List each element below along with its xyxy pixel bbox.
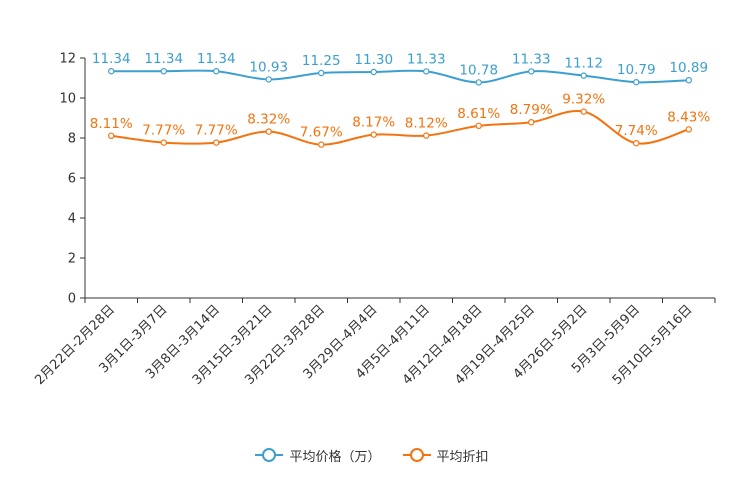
legend-item-discount[interactable]: 平均折扣 [402, 446, 489, 465]
data-point [528, 118, 535, 126]
data-label: 11.33 [407, 51, 446, 67]
data-point [528, 68, 535, 75]
legend-label-discount: 平均折扣 [436, 449, 489, 465]
legend-label-price: 平均价格（万） [289, 449, 381, 465]
y-tick-label: 2 [68, 252, 76, 267]
data-point [370, 68, 377, 76]
data-point [423, 132, 430, 139]
data-label: 11.34 [144, 51, 183, 67]
y-tick-label: 0 [68, 292, 76, 307]
series-line-0 [111, 69, 689, 84]
data-label: 9.32% [562, 92, 605, 108]
y-tick-label: 4 [68, 212, 76, 227]
data-point [370, 131, 377, 138]
y-tick-label: 8 [68, 132, 76, 147]
data-label: 10.93 [249, 59, 288, 75]
data-label: 10.89 [669, 60, 708, 76]
data-point [685, 126, 692, 133]
data-point [475, 79, 482, 86]
data-label: 8.17% [352, 115, 395, 131]
data-point [318, 69, 325, 77]
legend-swatch-price-icon [255, 448, 284, 462]
data-point [108, 67, 115, 75]
data-point [160, 139, 167, 146]
data-label: 7.67% [300, 125, 343, 141]
y-tick-label: 6 [68, 172, 76, 187]
legend-swatch-discount-icon [402, 448, 431, 462]
data-point [580, 72, 587, 79]
data-label: 7.74% [615, 123, 658, 139]
data-point [318, 141, 325, 148]
data-label: 11.34 [92, 51, 131, 67]
data-point [423, 68, 430, 75]
data-label: 11.30 [354, 52, 393, 68]
data-label: 8.11% [90, 116, 133, 132]
data-label: 11.34 [197, 51, 236, 67]
data-point [160, 67, 167, 75]
data-label: 10.78 [459, 62, 498, 78]
data-label: 8.12% [405, 116, 448, 132]
data-label: 7.77% [195, 123, 238, 139]
data-label: 11.33 [512, 51, 551, 67]
data-point [265, 76, 272, 83]
data-point [475, 122, 482, 130]
chart-canvas: 0246810122月22日-2月28日3月1日-3月7日3月8日-3月14日3… [32, 51, 716, 388]
chart-legend: 平均价格（万） 平均折扣 [0, 444, 744, 466]
data-label: 10.79 [617, 62, 656, 78]
data-point [108, 132, 115, 139]
data-label: 8.43% [667, 109, 710, 125]
data-label: 8.32% [247, 112, 290, 128]
data-label: 11.12 [564, 56, 603, 72]
series-line-1 [111, 109, 690, 146]
data-label: 8.61% [457, 106, 500, 122]
data-label: 7.77% [142, 123, 185, 139]
data-point [213, 67, 220, 75]
data-point [213, 139, 220, 146]
y-tick-label: 12 [59, 52, 76, 67]
data-point [580, 108, 587, 115]
data-point [633, 139, 640, 147]
data-label: 8.79% [510, 102, 553, 118]
data-point [265, 128, 272, 135]
legend-item-price[interactable]: 平均价格（万） [255, 446, 381, 465]
data-point [633, 78, 640, 86]
y-tick-label: 10 [59, 92, 76, 107]
data-label: 11.25 [302, 53, 341, 69]
data-point [685, 76, 692, 84]
